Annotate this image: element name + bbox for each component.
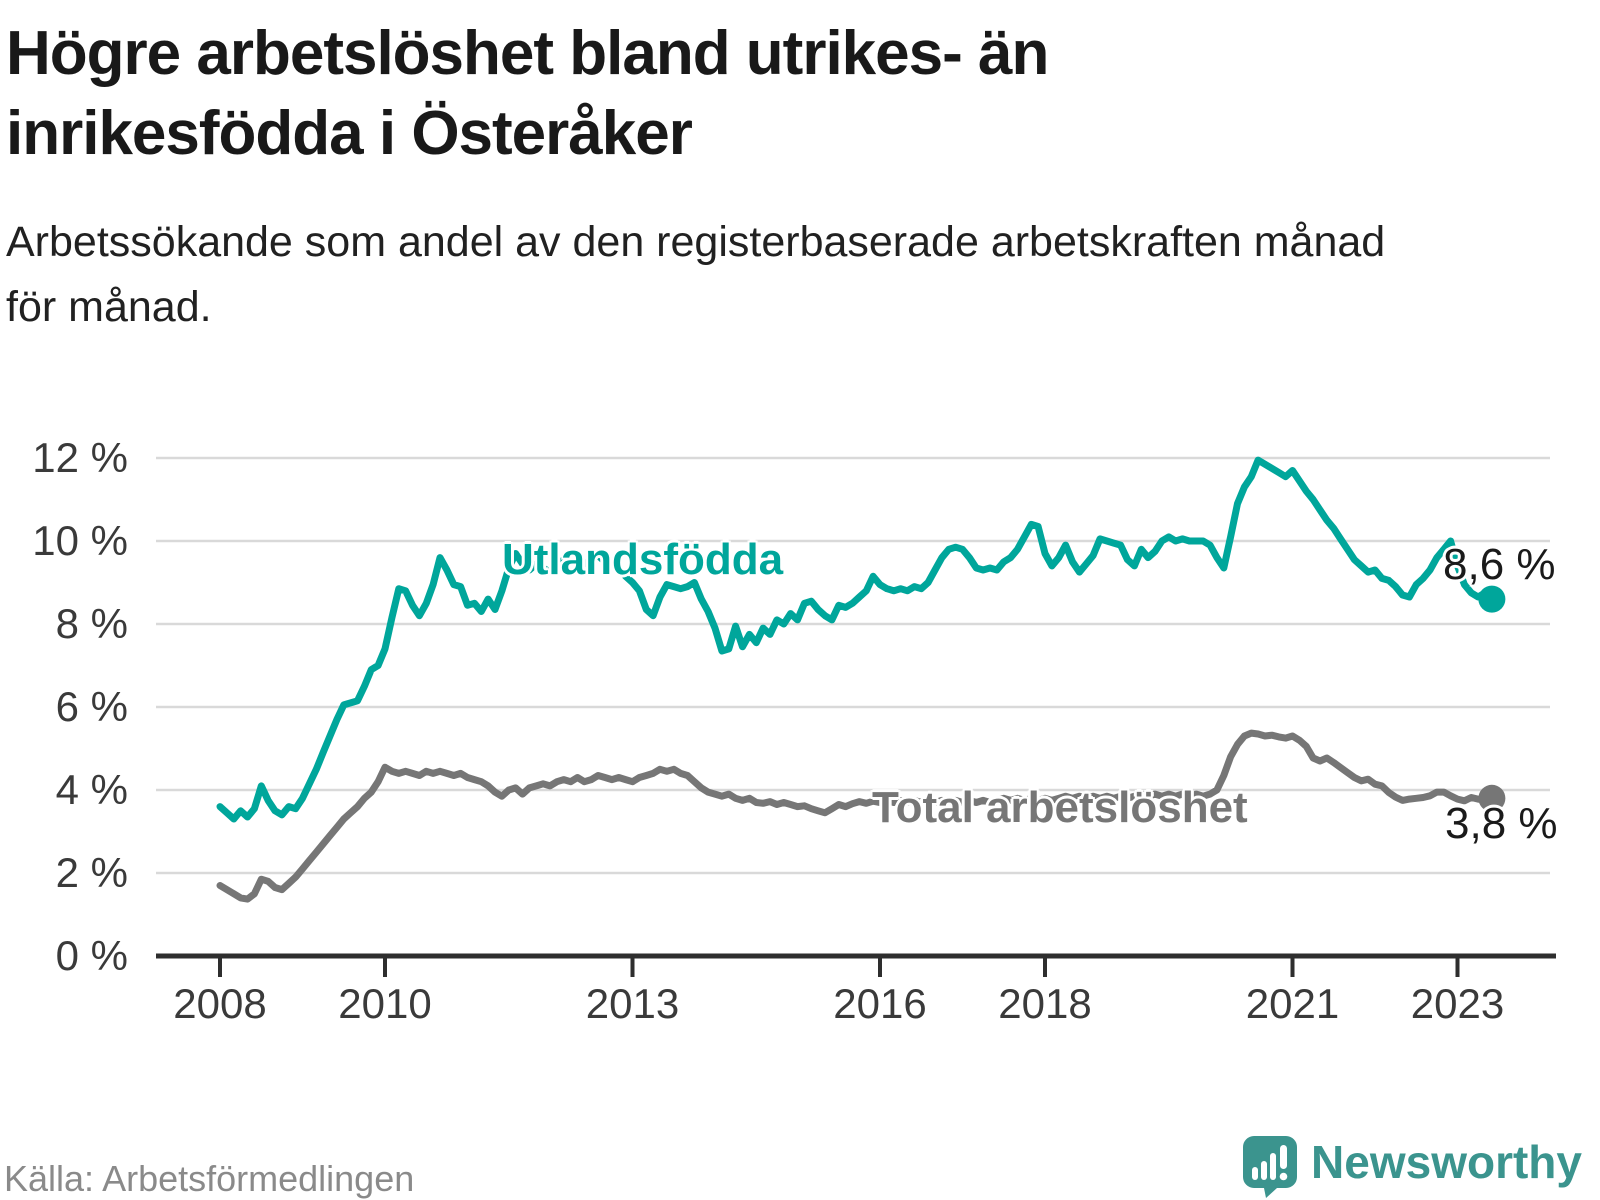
y-tick-label: 4 % bbox=[55, 766, 128, 813]
y-tick-label: 6 % bbox=[55, 683, 128, 730]
end-value-label-utlandsfodda: 8,6 % bbox=[1443, 540, 1556, 589]
x-tick-label: 2013 bbox=[585, 980, 680, 1027]
series-end-dot-utlandsf-dda bbox=[1478, 585, 1506, 613]
y-tick-label: 0 % bbox=[55, 932, 128, 979]
series-line-utlandsf-dda bbox=[216, 456, 1496, 823]
x-tick-label: 2021 bbox=[1245, 980, 1340, 1027]
subtitle-line-2: för månad. bbox=[6, 282, 212, 331]
subtitle-line-1: Arbetssökande som andel av den registerb… bbox=[6, 218, 1386, 266]
x-tick-label: 2018 bbox=[998, 980, 1092, 1027]
series-label-utlandsfodda: Utlandsfödda bbox=[502, 535, 784, 584]
series-end-dot-total-arbetsl-shet bbox=[1478, 784, 1506, 812]
brand-logo: Newsworthy bbox=[1243, 1136, 1582, 1198]
brand-name: Newsworthy bbox=[1311, 1136, 1582, 1188]
x-tick-label: 2023 bbox=[1410, 980, 1505, 1027]
page-title: Högre arbetslöshet bland utrikes- än inr… bbox=[6, 14, 1286, 174]
chart-subtitle: Arbetssökande som andel av den registerb… bbox=[6, 210, 1566, 339]
x-tick-label: 2010 bbox=[338, 980, 432, 1027]
series-line-total-arbetsl-shet bbox=[216, 729, 1496, 903]
title-line-2: inrikesfödda i Österåker bbox=[6, 98, 693, 168]
x-tick-label: 2008 bbox=[173, 980, 267, 1027]
source-note: Källa: Arbetsförmedlingen bbox=[4, 1158, 415, 1199]
series-label-total-arbetsloshet: Total arbetslöshet bbox=[872, 783, 1248, 832]
end-value-label-total: 3,8 % bbox=[1445, 799, 1558, 848]
newsworthy-icon bbox=[1243, 1136, 1298, 1198]
title-line-1: Högre arbetslöshet bland utrikes- än bbox=[6, 19, 1049, 88]
y-tick-label: 2 % bbox=[55, 849, 128, 896]
y-tick-label: 10 % bbox=[32, 517, 128, 564]
y-tick-label: 12 % bbox=[32, 434, 128, 481]
x-tick-label: 2016 bbox=[833, 980, 927, 1027]
y-tick-label: 8 % bbox=[55, 600, 128, 647]
